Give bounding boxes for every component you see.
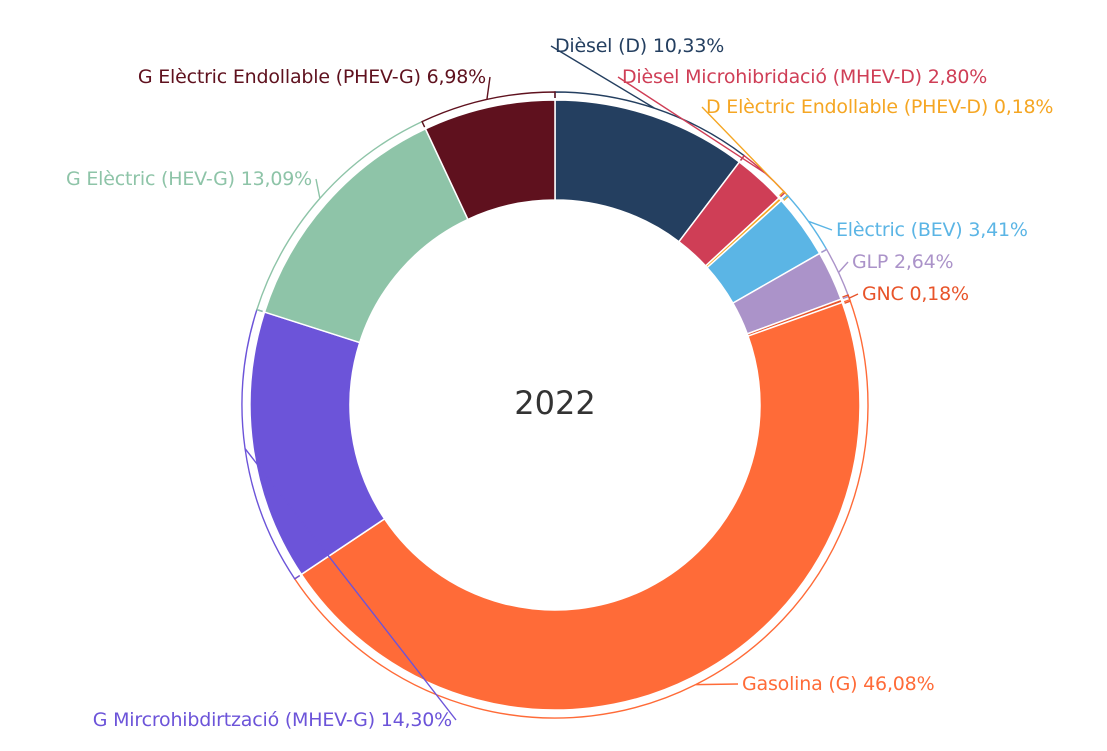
label-glp: GLP 2,64%	[852, 251, 953, 273]
label-diesel-d: Dièsel (D) 10,33%	[555, 35, 724, 57]
label-value-g-electric-hev-g: 13,09%	[241, 168, 312, 190]
slice-g-electric-hev-g[interactable]	[263, 127, 469, 344]
label-value-g-electric-endollable-phev-g: 6,98%	[427, 66, 486, 88]
label-g-electric-hev-g: G Elèctric (HEV-G) 13,09%	[66, 168, 312, 190]
label-name-glp: GLP	[852, 251, 894, 273]
leader-g-mircrohibdirtzacio-mhev-g	[241, 308, 457, 721]
label-value-gasolina-g: 46,08%	[863, 673, 934, 695]
label-name-gasolina-g: Gasolina (G)	[742, 673, 863, 695]
label-value-g-mircrohibdirtzacio-mhev-g: 14,30%	[381, 709, 452, 731]
label-gasolina-g: Gasolina (G) 46,08%	[742, 673, 934, 695]
leader-g-electric-hev-g	[256, 120, 426, 313]
label-name-g-electric-endollable-phev-g: G Elèctric Endollable (PHEV-G)	[138, 66, 427, 88]
label-value-gnc: 0,18%	[909, 283, 968, 305]
leaders-layer	[241, 45, 869, 721]
label-value-d-electric-endollable-phev-d: 0,18%	[994, 96, 1053, 118]
label-value-electric-bev: 3,41%	[968, 219, 1027, 241]
label-name-electric-bev: Elèctric (BEV)	[836, 219, 968, 241]
label-diesel-microhibridacio-mhev-d: Dièsel Microhibridació (MHEV-D) 2,80%	[622, 66, 987, 88]
label-name-gnc: GNC	[862, 283, 909, 305]
label-name-d-electric-endollable-phev-d: D Elèctric Endollable (PHEV-D)	[706, 96, 994, 118]
center-label: 2022	[514, 384, 595, 422]
label-name-diesel-d: Dièsel (D)	[555, 35, 653, 57]
leader-gasolina-g	[293, 298, 869, 719]
label-value-glp: 2,64%	[894, 251, 953, 273]
label-d-electric-endollable-phev-d: D Elèctric Endollable (PHEV-D) 0,18%	[706, 96, 1053, 118]
label-g-electric-endollable-phev-g: G Elèctric Endollable (PHEV-G) 6,98%	[138, 66, 486, 88]
leader-diesel-d	[550, 45, 746, 161]
label-name-g-electric-hev-g: G Elèctric (HEV-G)	[66, 168, 241, 190]
label-value-diesel-microhibridacio-mhev-d: 2,80%	[928, 66, 987, 88]
label-g-mircrohibdirtzacio-mhev-g: G Mircrohibdirtzació (MHEV-G) 14,30%	[93, 709, 452, 731]
slice-gasolina-g[interactable]	[300, 301, 861, 711]
labels-layer: Dièsel (D) 10,33% Dièsel Microhibridació …	[66, 35, 1053, 731]
label-electric-bev: Elèctric (BEV) 3,41%	[836, 219, 1028, 241]
slice-g-electric-endollable-phev-g[interactable]	[424, 99, 556, 221]
label-name-diesel-microhibridacio-mhev-d: Dièsel Microhibridació (MHEV-D)	[622, 66, 928, 88]
leader-g-electric-endollable-phev-g	[421, 76, 556, 128]
label-gnc: GNC 0,18%	[862, 283, 969, 305]
slices-layer	[249, 99, 861, 711]
label-name-g-mircrohibdirtzacio-mhev-g: G Mircrohibdirtzació (MHEV-G)	[93, 709, 381, 731]
label-value-diesel-d: 10,33%	[653, 35, 724, 57]
